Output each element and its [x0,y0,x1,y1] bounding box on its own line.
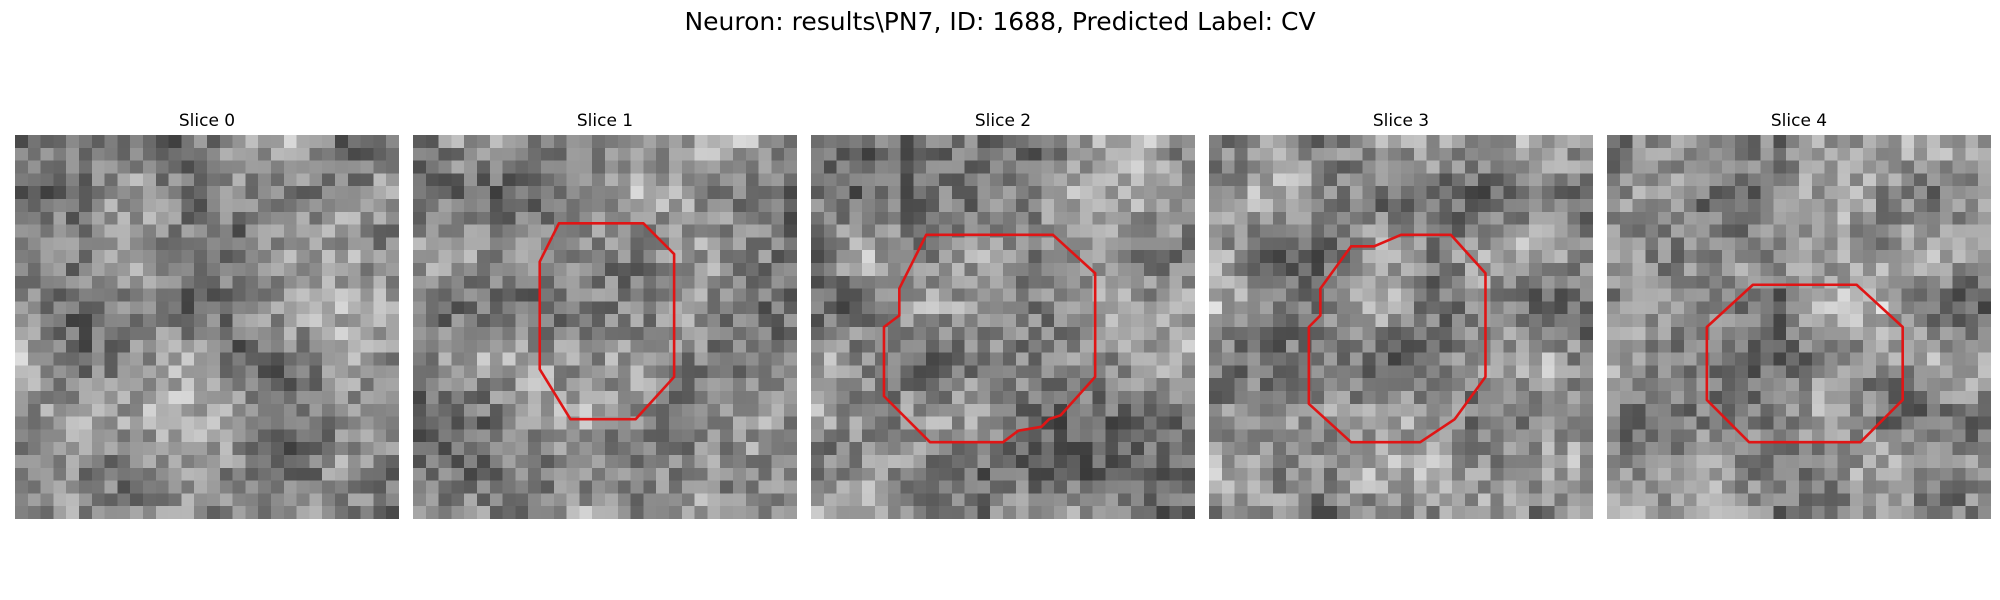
slice-image [413,135,797,519]
slice-image [1607,135,1991,519]
contour-overlay [811,135,1195,519]
figure-title: Neuron: results\PN7, ID: 1688, Predicted… [684,7,1316,36]
slice-panel-0: Slice 0 [15,111,399,519]
slice-panel-4: Slice 4 [1607,111,1991,519]
slice-title: Slice 3 [1372,111,1430,131]
slice-image [811,135,1195,519]
contour-outline [1309,235,1486,442]
contour-outline [1707,285,1903,442]
slice-image [15,135,399,519]
slice-title: Slice 0 [178,111,236,131]
contour-overlay [1607,135,1991,519]
slice-panel-2: Slice 2 [811,111,1195,519]
slice-panel-1: Slice 1 [413,111,797,519]
contour-overlay [1209,135,1593,519]
slice-title: Slice 2 [974,111,1032,131]
contour-overlay [15,135,399,519]
contour-outline [540,223,674,419]
slice-title: Slice 1 [576,111,634,131]
slice-image [1209,135,1593,519]
contour-outline [884,235,1095,442]
slice-panel-3: Slice 3 [1209,111,1593,519]
contour-overlay [413,135,797,519]
slice-title: Slice 4 [1770,111,1828,131]
